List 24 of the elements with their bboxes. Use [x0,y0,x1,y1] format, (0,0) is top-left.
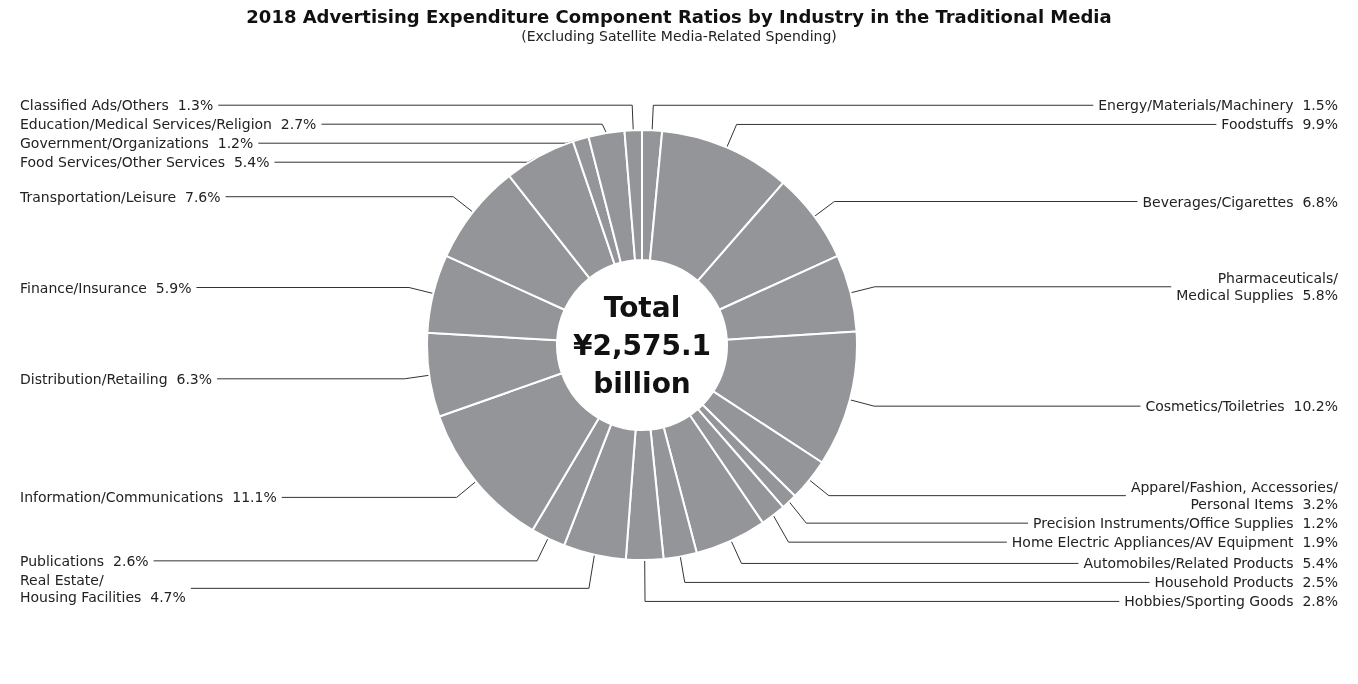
slice-label: Distribution/Retailing 6.3% [20,370,213,387]
slice-label: Publications 2.6% [20,552,149,569]
chart-title: 2018 Advertising Expenditure Component Ratios by Industry in the Traditional Media [246,5,1112,27]
slice-label: Precision Instruments/Office Supplies 1.2% [1033,515,1338,532]
slice-label: Food Services/Other Services 5.4% [20,154,270,171]
slice-label: Hobbies/Sporting Goods 2.8% [1124,593,1338,610]
slice-label: Finance/Insurance 5.9% [20,279,192,296]
chart-subtitle: (Excluding Satellite Media-Related Spending) [521,28,837,44]
slice-label: Automobiles/Related Products 5.4% [1083,555,1338,572]
slice-label: Household Products 2.5% [1154,574,1338,591]
slice-label: Pharmaceuticals/ Medical Supplies 5.8% [1176,270,1339,304]
slice-label: Foodstuffs 9.9% [1221,116,1338,133]
slice-label: Classified Ads/Others 1.3% [20,97,214,114]
slice-label: Transportation/Leisure 7.6% [19,188,221,205]
slice-label: Government/Organizations 1.2% [20,135,254,152]
slice-label: Real Estate/ Housing Facilities 4.7% [20,571,186,605]
text: Total ¥2,575.1 billion [572,290,712,400]
slice-label: Apparel/Fashion, Accessories/ Personal Items 3.2% [1130,479,1339,513]
slice-label: Education/Medical Services/Religion 2.7% [20,116,317,133]
slice-label: Information/Communications 11.1% [20,489,277,506]
slice-label: Home Electric Appliances/AV Equipment 1.9% [1011,534,1338,551]
slice-label: Beverages/Cigarettes 6.8% [1142,193,1338,210]
slice-label: Energy/Materials/Machinery 1.5% [1098,97,1338,114]
slice-label: Cosmetics/Toiletries 10.2% [1145,398,1338,415]
